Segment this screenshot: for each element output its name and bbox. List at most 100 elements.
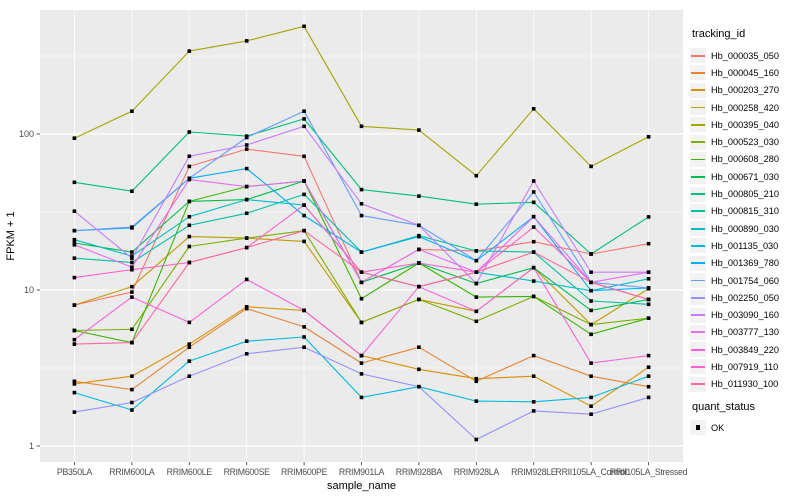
- data-point-marker: [359, 296, 364, 301]
- data-point-marker: [589, 252, 593, 256]
- legend-item-label: Hb_003849_220: [711, 344, 779, 355]
- data-point-marker: [130, 225, 134, 229]
- data-point-marker: [187, 320, 192, 325]
- data-point-marker: [417, 297, 421, 302]
- legend-item: Hb_011930_100: [690, 376, 798, 393]
- legend-item: Hb_000258_420: [690, 99, 798, 116]
- data-point-marker: [646, 241, 651, 246]
- legend-key-line-icon: [690, 324, 706, 340]
- legend-key-line-icon: [690, 100, 706, 116]
- data-point-marker: [302, 325, 306, 329]
- legend-title-quant-status: quant_status: [692, 400, 755, 413]
- x-axis-tick-label: RRIM928LA: [454, 467, 500, 477]
- data-point-marker: [531, 250, 536, 254]
- data-point-marker: [130, 256, 134, 260]
- data-point-marker: [417, 194, 421, 198]
- data-point-marker: [130, 250, 134, 254]
- data-point-marker: [244, 339, 249, 343]
- data-point-marker: [417, 223, 421, 228]
- data-point-marker: [474, 270, 479, 274]
- y-axis-title: FPKM + 1: [5, 211, 17, 260]
- data-point-marker: [531, 279, 536, 283]
- quant-status-items: OK: [690, 419, 798, 436]
- x-axis-tick-label: RRIM928BA: [396, 467, 443, 477]
- data-point-marker: [531, 353, 536, 358]
- data-point-marker: [72, 382, 77, 386]
- data-point-marker: [302, 308, 306, 313]
- data-point-marker: [474, 437, 479, 442]
- data-point-marker: [130, 327, 134, 332]
- black-square-icon: [690, 420, 706, 436]
- data-point-marker: [130, 284, 134, 289]
- legend-item-label: Hb_000608_280: [711, 154, 779, 165]
- data-point-marker: [359, 270, 364, 274]
- data-point-marker: [130, 189, 134, 193]
- data-point-marker: [531, 239, 536, 244]
- x-axis-tick-label: PB350LA: [57, 467, 93, 477]
- legend-item: Hb_001135_030: [690, 237, 798, 254]
- data-point-marker: [646, 277, 651, 281]
- data-point-marker: [474, 295, 479, 299]
- data-point-marker: [187, 177, 192, 182]
- data-point-marker: [474, 399, 479, 403]
- data-point-marker: [589, 164, 593, 169]
- data-point-marker: [302, 203, 306, 207]
- data-point-marker: [244, 184, 249, 189]
- data-point-marker: [187, 214, 192, 219]
- data-point-marker: [130, 267, 134, 272]
- data-point-marker: [531, 107, 536, 111]
- data-point-marker: [589, 395, 593, 400]
- y-axis-tick-label: 100: [19, 129, 34, 139]
- data-point-marker: [244, 197, 249, 202]
- legend-key-line-icon: [690, 342, 706, 358]
- legend-key-line-icon: [690, 48, 706, 64]
- quant-status-item: OK: [690, 419, 798, 436]
- data-point-marker: [474, 376, 479, 381]
- data-point-marker: [72, 180, 77, 185]
- x-axis-tick-label: RRIM600LA: [109, 467, 155, 477]
- data-point-marker: [187, 223, 192, 228]
- data-point-marker: [244, 166, 249, 171]
- data-point-marker: [302, 335, 306, 339]
- legend: tracking_id Hb_000035_050 Hb_000045_160 Hb…: [690, 28, 798, 436]
- data-point-marker: [531, 265, 536, 270]
- data-point-marker: [187, 164, 192, 169]
- data-point-marker: [302, 345, 306, 349]
- legend-item-label: Hb_000805_210: [711, 189, 779, 200]
- quant-status-label: OK: [711, 422, 725, 433]
- x-axis-title: sample_name: [327, 480, 396, 492]
- data-point-marker: [589, 280, 593, 285]
- data-point-marker: [646, 270, 651, 274]
- data-point-marker: [531, 225, 536, 229]
- data-point-marker: [359, 250, 364, 254]
- legend-key-line-icon: [690, 203, 706, 219]
- legend-key-line-icon: [690, 186, 706, 202]
- legend-item-label: Hb_003777_130: [711, 327, 779, 338]
- data-point-marker: [417, 247, 421, 252]
- data-point-marker: [531, 374, 536, 378]
- data-point-marker: [359, 213, 364, 218]
- data-point-marker: [531, 409, 536, 413]
- data-point-marker: [417, 384, 421, 389]
- y-axis-tick-label: 10: [24, 285, 34, 295]
- legend-item-label: Hb_000523_030: [711, 137, 779, 148]
- legend-item-label: Hb_000890_030: [711, 223, 779, 234]
- data-point-marker: [531, 190, 536, 194]
- data-point-marker: [244, 236, 249, 240]
- legend-item: Hb_000805_210: [690, 185, 798, 202]
- legend-item-label: Hb_001754_060: [711, 275, 779, 286]
- data-point-marker: [187, 234, 192, 239]
- data-point-marker: [302, 239, 306, 244]
- legend-key-line-icon: [690, 273, 706, 288]
- data-point-marker: [244, 277, 249, 282]
- data-point-marker: [417, 367, 421, 372]
- data-point-marker: [417, 345, 421, 349]
- data-point-marker: [474, 202, 479, 206]
- x-axis-tick-label: RRIM600PE: [281, 467, 328, 477]
- data-point-marker: [130, 265, 134, 269]
- data-point-marker: [244, 305, 249, 309]
- legend-item-label: Hb_002250_050: [711, 292, 779, 303]
- data-point-marker: [531, 294, 536, 299]
- legend-item: Hb_000395_040: [690, 116, 798, 133]
- data-point-marker: [130, 254, 134, 258]
